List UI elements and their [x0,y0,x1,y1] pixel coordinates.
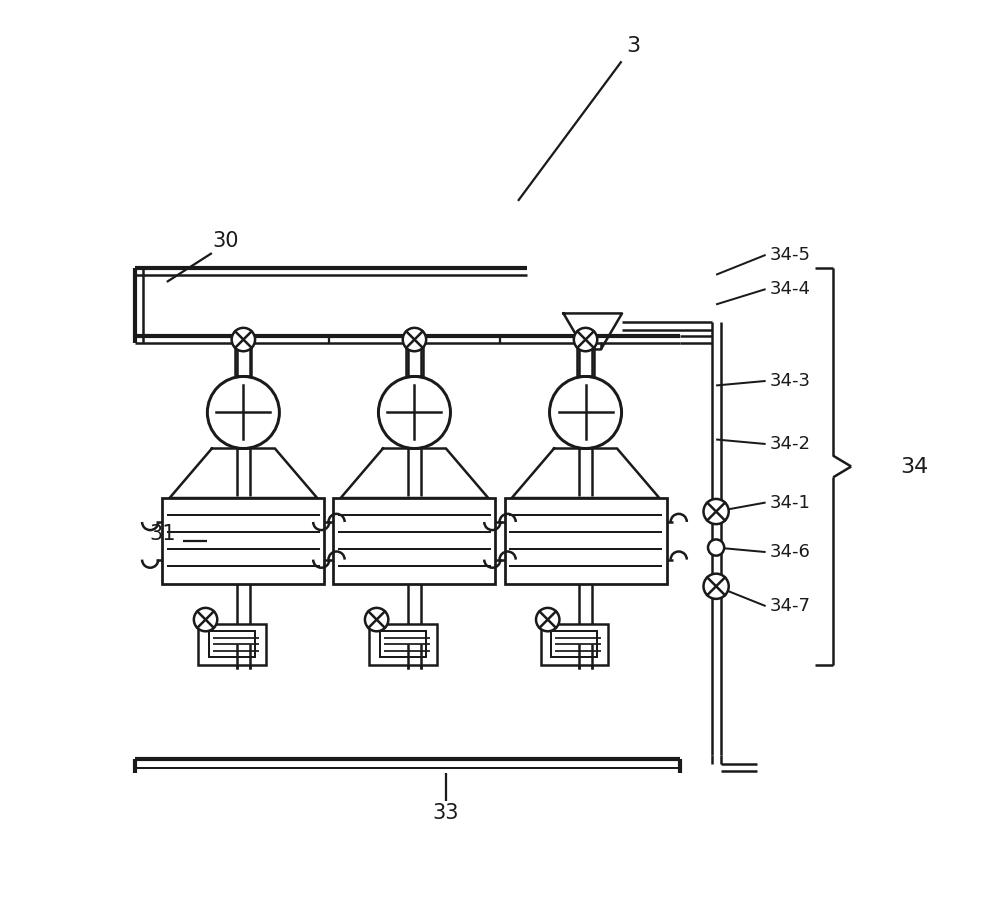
Bar [505,498,667,583]
Bar [235,342,251,377]
Circle shape [365,608,388,631]
Bar [380,631,426,658]
Circle shape [704,499,729,525]
Text: 34-2: 34-2 [770,435,811,453]
Text: 34-4: 34-4 [770,280,811,298]
Circle shape [574,328,597,352]
Text: 34-6: 34-6 [770,543,811,561]
Bar [541,624,608,665]
Circle shape [550,377,622,448]
Bar [577,342,594,377]
Circle shape [232,328,255,352]
Circle shape [536,608,559,631]
Circle shape [403,328,426,352]
Bar [551,631,597,658]
Circle shape [704,573,729,599]
Bar [198,624,266,665]
Text: 34-1: 34-1 [770,494,811,512]
Circle shape [194,608,217,631]
Text: 34-7: 34-7 [770,597,811,615]
Bar [162,498,324,583]
Text: 34: 34 [900,457,928,477]
Bar [369,624,437,665]
Circle shape [207,377,279,448]
Text: 30: 30 [212,231,239,251]
Circle shape [708,539,724,555]
Text: 3: 3 [626,36,640,56]
Text: 31: 31 [149,524,176,544]
Bar [209,631,255,658]
Bar [406,342,423,377]
Text: 34-5: 34-5 [770,246,811,264]
Bar [333,498,495,583]
Text: 34-3: 34-3 [770,372,811,390]
Circle shape [378,377,450,448]
Text: 33: 33 [433,804,459,824]
